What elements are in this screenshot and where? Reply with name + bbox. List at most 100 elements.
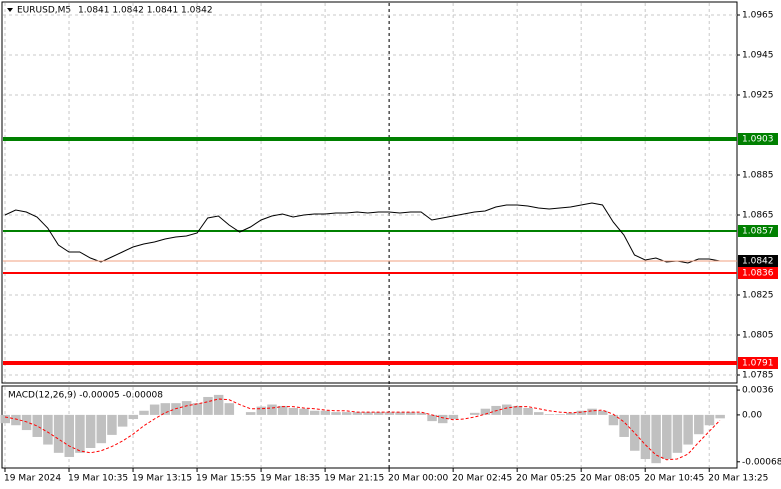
macd-bar bbox=[704, 414, 715, 426]
macd-bar bbox=[267, 404, 277, 415]
macd-bar bbox=[662, 414, 672, 460]
macd-bar bbox=[534, 412, 544, 415]
macd-bar bbox=[32, 414, 43, 437]
x-tick-label: 19 Mar 21:15 bbox=[324, 474, 384, 484]
macd-bar bbox=[694, 414, 704, 435]
macd-bar bbox=[117, 414, 128, 427]
x-tick-label: 19 Mar 10:35 bbox=[68, 474, 128, 484]
macd-bar bbox=[373, 412, 384, 415]
macd-bar bbox=[587, 408, 597, 415]
menu-triangle[interactable] bbox=[7, 8, 13, 12]
ohlc: 1.0841 1.0842 1.0841 1.0842 bbox=[78, 6, 213, 16]
macd-bar bbox=[427, 414, 437, 422]
macd-title: MACD(12,26,9) -0.00005 -0.00008 bbox=[8, 391, 163, 401]
signal-line bbox=[4, 398, 721, 461]
macd-bar bbox=[608, 414, 619, 426]
x-tick-label: 20 Mar 08:05 bbox=[580, 474, 640, 484]
x-tick-label: 19 Mar 18:35 bbox=[260, 474, 320, 484]
level-label-bg bbox=[738, 357, 778, 369]
macd-bar bbox=[555, 414, 565, 415]
macd-bar bbox=[21, 414, 32, 431]
macd-bar bbox=[299, 408, 309, 415]
y-tick-label: 1.0805 bbox=[742, 331, 774, 341]
macd-bar bbox=[256, 406, 267, 415]
macd-bar bbox=[96, 414, 107, 444]
macd-bar bbox=[128, 414, 139, 420]
y-tick-label: 0.00 bbox=[742, 410, 762, 420]
macd-bar bbox=[395, 412, 405, 415]
macd-bar bbox=[277, 405, 288, 415]
macd-bar bbox=[64, 414, 75, 457]
macd-bar bbox=[384, 412, 395, 415]
y-tick-label: 0.0036 bbox=[742, 386, 774, 396]
macd-bar bbox=[619, 414, 629, 437]
macd-bar bbox=[224, 403, 235, 415]
macd-bar bbox=[576, 410, 587, 415]
macd-bar bbox=[352, 412, 363, 415]
macd-bar bbox=[469, 412, 480, 415]
macd-bar bbox=[683, 414, 693, 445]
macd-bar bbox=[630, 414, 640, 451]
macd-bar bbox=[203, 396, 213, 415]
y-tick-label: 1.0965 bbox=[742, 11, 774, 21]
x-tick-label: 19 Mar 13:15 bbox=[132, 474, 192, 484]
macd-panel bbox=[1, 385, 738, 469]
macd-bar bbox=[715, 414, 725, 419]
macd-bar bbox=[107, 414, 117, 435]
y-tick-label: 1.0945 bbox=[742, 51, 774, 61]
macd-bar bbox=[651, 414, 661, 464]
level-label: 1.0857 bbox=[742, 227, 774, 237]
level-label: 1.0791 bbox=[742, 359, 774, 369]
x-tick-label: 20 Mar 00:00 bbox=[388, 474, 448, 484]
level-label-bg bbox=[738, 133, 778, 145]
macd-bar bbox=[331, 412, 341, 415]
y-tick-label: 1.0925 bbox=[742, 91, 774, 101]
macd-bar bbox=[448, 414, 459, 420]
macd-bar bbox=[149, 404, 160, 415]
last-price-label: 1.0842 bbox=[742, 257, 774, 267]
y-tick-label: 1.0825 bbox=[742, 291, 774, 301]
macd-bar bbox=[160, 403, 171, 415]
macd-bar bbox=[341, 412, 352, 415]
level-label-bg bbox=[738, 267, 778, 279]
macd-bar bbox=[309, 410, 320, 415]
macd-bar bbox=[139, 410, 149, 415]
last-price-bg bbox=[738, 255, 778, 267]
macd-bar bbox=[288, 408, 299, 415]
macd-bar bbox=[501, 404, 512, 415]
macd-bar bbox=[512, 405, 523, 415]
macd-bar bbox=[640, 414, 651, 460]
y-tick-label: 1.0865 bbox=[742, 211, 774, 221]
macd-bar bbox=[480, 408, 491, 415]
macd-bar bbox=[43, 414, 53, 445]
macd-bar bbox=[320, 410, 331, 415]
x-tick-label: 19 Mar 2024 bbox=[4, 474, 61, 484]
macd-bar bbox=[544, 414, 555, 415]
price-line bbox=[4, 202, 720, 264]
macd-bar bbox=[245, 412, 256, 415]
x-tick-label: 20 Mar 02:45 bbox=[452, 474, 512, 484]
macd-bar bbox=[192, 403, 203, 415]
y-tick-label: 1.0885 bbox=[742, 171, 774, 181]
macd-bar bbox=[213, 394, 224, 415]
x-tick-label: 20 Mar 10:45 bbox=[644, 474, 704, 484]
y-tick-label: 1.0785 bbox=[742, 371, 774, 381]
chart-title: EURUSD,M5 bbox=[17, 6, 71, 16]
macd-bar bbox=[598, 410, 608, 415]
level-label: 1.0836 bbox=[742, 269, 774, 279]
macd-bar bbox=[75, 414, 85, 453]
macd-bar bbox=[405, 412, 416, 415]
x-tick-label: 20 Mar 13:25 bbox=[708, 474, 768, 484]
level-label: 1.0903 bbox=[742, 135, 774, 145]
x-tick-label: 19 Mar 15:55 bbox=[196, 474, 256, 484]
macd-bar bbox=[85, 414, 96, 448]
macd-bar bbox=[437, 414, 448, 424]
macd-bar bbox=[672, 414, 683, 453]
level-label-bg bbox=[738, 225, 778, 237]
macd-bar bbox=[416, 412, 427, 415]
macd-bar bbox=[181, 401, 192, 415]
y-tick-label: -0.00068 bbox=[742, 457, 781, 467]
macd-bar bbox=[0, 414, 10, 424]
macd-bar bbox=[11, 414, 21, 426]
